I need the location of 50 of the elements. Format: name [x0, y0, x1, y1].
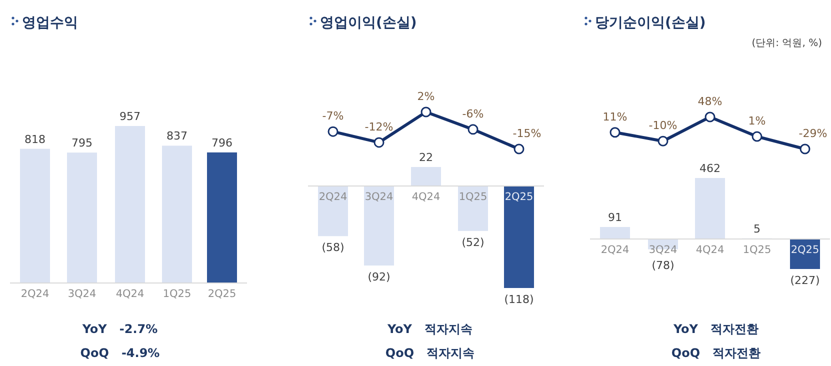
data-label: 1%	[748, 114, 766, 128]
text: (단위: 억원, %)	[752, 38, 822, 49]
data-label: 22	[419, 151, 433, 164]
data-label: 91	[608, 211, 622, 224]
data-label: 11%	[602, 110, 628, 124]
data-label: -10%	[648, 119, 678, 132]
x-tick-label: 4Q24	[696, 244, 724, 256]
x-tick-label: 2Q24	[20, 288, 50, 300]
text: YoY 적자전환	[672, 322, 759, 336]
x-tick-label: 3Q24	[648, 244, 678, 256]
x-tick-label: 4Q24	[116, 288, 144, 300]
text: YoY 적자지속	[386, 322, 473, 336]
x-tick-label: 2Q24	[600, 244, 630, 256]
data-label: 796	[212, 136, 232, 150]
data-label: (52)	[462, 236, 484, 249]
data-label: 837	[166, 130, 188, 143]
data-label: 957	[120, 110, 140, 123]
x-tick-label: 1Q25	[162, 288, 192, 300]
x-tick-label: 2Q25	[504, 191, 534, 204]
x-tick-label: 2Q25	[790, 244, 820, 256]
data-label: (227)	[790, 274, 820, 287]
text: QoQ 적자지속	[385, 346, 475, 360]
data-label: (58)	[322, 241, 344, 254]
data-label: -7%	[322, 110, 344, 123]
chart-title: 영업수익	[22, 15, 78, 31]
text: YoY -2.7%	[81, 322, 158, 336]
data-label: 818	[24, 132, 46, 146]
x-tick-label: 4Q24	[412, 191, 440, 204]
data-label: 48%	[698, 95, 722, 108]
data-label: 5	[754, 222, 760, 236]
x-tick-label: 3Q24	[68, 288, 96, 300]
chart-title: 영업이익(손실)	[320, 15, 417, 31]
data-label: 2%	[417, 90, 435, 103]
x-tick-label: 2Q25	[208, 288, 236, 300]
data-label: -15%	[512, 127, 542, 140]
data-label: -12%	[364, 120, 394, 134]
text: QoQ -4.9%	[80, 346, 160, 360]
x-tick-label: 2Q24	[318, 191, 348, 204]
data-label: 795	[72, 136, 92, 150]
data-label: -6%	[462, 107, 484, 120]
chart-title: 당기순이익(손실)	[595, 15, 706, 31]
data-label: (78)	[652, 259, 674, 272]
data-label: 462	[700, 162, 720, 175]
x-tick-label: 1Q25	[742, 244, 772, 256]
data-label: -29%	[798, 127, 828, 140]
x-tick-label: 3Q24	[364, 191, 394, 204]
data-label: (118)	[504, 293, 534, 306]
x-tick-label: 1Q25	[458, 191, 488, 204]
text: QoQ 적자전환	[671, 346, 761, 360]
data-label: (92)	[368, 270, 390, 284]
